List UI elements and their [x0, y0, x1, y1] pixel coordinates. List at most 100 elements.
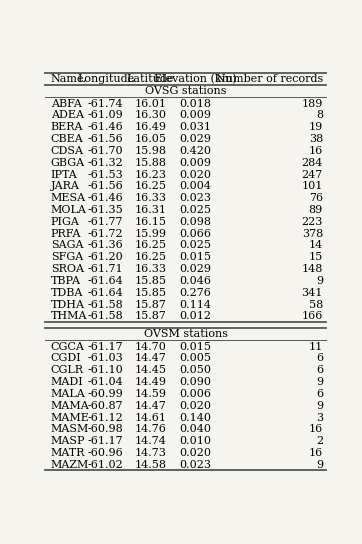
Text: 9: 9	[316, 276, 323, 286]
Text: -61.03: -61.03	[88, 354, 123, 363]
Text: 16.25: 16.25	[134, 240, 167, 250]
Text: -61.46: -61.46	[88, 122, 123, 132]
Text: 14.74: 14.74	[135, 436, 167, 446]
Text: -61.36: -61.36	[88, 240, 123, 250]
Text: 16.25: 16.25	[134, 181, 167, 191]
Text: 0.018: 0.018	[179, 98, 211, 109]
Text: 16.01: 16.01	[134, 98, 167, 109]
Text: 9: 9	[316, 401, 323, 411]
Text: 16.23: 16.23	[134, 170, 167, 180]
Text: 14.49: 14.49	[134, 377, 167, 387]
Text: 15.87: 15.87	[135, 300, 167, 310]
Text: SROA: SROA	[51, 264, 84, 274]
Text: 0.098: 0.098	[179, 217, 211, 227]
Text: Longitude: Longitude	[77, 75, 134, 84]
Text: 9: 9	[316, 377, 323, 387]
Text: 38: 38	[309, 134, 323, 144]
Text: 0.023: 0.023	[179, 460, 211, 470]
Text: -61.35: -61.35	[88, 205, 123, 215]
Text: 9: 9	[316, 460, 323, 470]
Text: 0.040: 0.040	[179, 424, 211, 434]
Text: CGLR: CGLR	[51, 365, 84, 375]
Text: ADEA: ADEA	[51, 110, 84, 120]
Text: -61.72: -61.72	[88, 228, 123, 239]
Text: 189: 189	[302, 98, 323, 109]
Text: 0.020: 0.020	[179, 401, 211, 411]
Text: -61.56: -61.56	[88, 134, 123, 144]
Text: 16.30: 16.30	[134, 110, 167, 120]
Text: THMA: THMA	[51, 311, 87, 322]
Text: JARA: JARA	[51, 181, 80, 191]
Text: 19: 19	[309, 122, 323, 132]
Text: 247: 247	[302, 170, 323, 180]
Text: 0.046: 0.046	[179, 276, 211, 286]
Text: 16.33: 16.33	[134, 193, 167, 203]
Text: CGCA: CGCA	[51, 342, 85, 351]
Text: -61.70: -61.70	[88, 146, 123, 156]
Text: IPTA: IPTA	[51, 170, 77, 180]
Text: 0.025: 0.025	[179, 240, 211, 250]
Text: 16.33: 16.33	[134, 264, 167, 274]
Text: 378: 378	[302, 228, 323, 239]
Text: 76: 76	[309, 193, 323, 203]
Text: 14.58: 14.58	[134, 460, 167, 470]
Text: 15.98: 15.98	[134, 146, 167, 156]
Text: -61.77: -61.77	[88, 217, 123, 227]
Text: MAZM: MAZM	[51, 460, 89, 470]
Text: TBPA: TBPA	[51, 276, 81, 286]
Text: 0.420: 0.420	[179, 146, 211, 156]
Text: MAMA: MAMA	[51, 401, 90, 411]
Text: 14.61: 14.61	[134, 412, 167, 423]
Text: -61.71: -61.71	[88, 264, 123, 274]
Text: 6: 6	[316, 354, 323, 363]
Text: 15.99: 15.99	[134, 228, 167, 239]
Text: -60.87: -60.87	[88, 401, 123, 411]
Text: MATR: MATR	[51, 448, 85, 458]
Text: 284: 284	[302, 158, 323, 168]
Text: -61.09: -61.09	[88, 110, 123, 120]
Text: 0.066: 0.066	[179, 228, 211, 239]
Text: Elevation (km): Elevation (km)	[154, 74, 237, 84]
Text: -61.02: -61.02	[88, 460, 123, 470]
Text: 15.85: 15.85	[134, 288, 167, 298]
Text: -60.99: -60.99	[88, 389, 123, 399]
Text: PIGA: PIGA	[51, 217, 80, 227]
Text: 16.49: 16.49	[134, 122, 167, 132]
Text: MASM: MASM	[51, 424, 89, 434]
Text: 0.025: 0.025	[179, 205, 211, 215]
Text: 166: 166	[302, 311, 323, 322]
Text: 14.47: 14.47	[135, 401, 167, 411]
Text: 16: 16	[309, 146, 323, 156]
Text: 0.006: 0.006	[179, 389, 211, 399]
Text: 15.85: 15.85	[134, 276, 167, 286]
Text: 16: 16	[309, 448, 323, 458]
Text: 14.76: 14.76	[135, 424, 167, 434]
Text: 0.276: 0.276	[180, 288, 211, 298]
Text: 0.029: 0.029	[179, 134, 211, 144]
Text: -61.17: -61.17	[88, 342, 123, 351]
Text: 8: 8	[316, 110, 323, 120]
Text: 16.05: 16.05	[134, 134, 167, 144]
Text: GBGA: GBGA	[51, 158, 85, 168]
Text: 341: 341	[302, 288, 323, 298]
Text: 15.88: 15.88	[134, 158, 167, 168]
Text: 0.009: 0.009	[179, 110, 211, 120]
Text: Name: Name	[51, 75, 84, 84]
Text: 0.010: 0.010	[179, 436, 211, 446]
Text: -61.10: -61.10	[88, 365, 123, 375]
Text: 0.020: 0.020	[179, 448, 211, 458]
Text: 0.023: 0.023	[179, 193, 211, 203]
Text: OVSG stations: OVSG stations	[145, 86, 226, 96]
Text: MOLA: MOLA	[51, 205, 87, 215]
Text: 0.004: 0.004	[179, 181, 211, 191]
Text: 0.015: 0.015	[179, 252, 211, 262]
Text: 14: 14	[309, 240, 323, 250]
Text: 0.012: 0.012	[179, 311, 211, 322]
Text: 6: 6	[316, 365, 323, 375]
Text: -61.32: -61.32	[88, 158, 123, 168]
Text: MASP: MASP	[51, 436, 85, 446]
Text: 0.029: 0.029	[179, 264, 211, 274]
Text: 14.47: 14.47	[135, 354, 167, 363]
Text: 0.031: 0.031	[179, 122, 211, 132]
Text: SFGA: SFGA	[51, 252, 83, 262]
